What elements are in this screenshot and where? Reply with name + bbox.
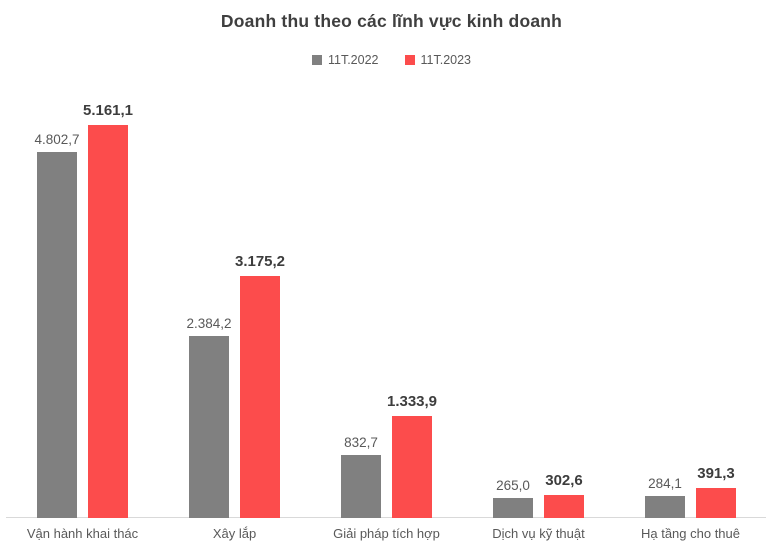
category-label-4: Dịch vụ kỹ thuật bbox=[492, 526, 585, 541]
chart-legend: 11T.2022 11T.2023 bbox=[0, 53, 783, 67]
bar-11T.2023-4 bbox=[544, 494, 584, 518]
category-label-2: Xây lắp bbox=[212, 526, 257, 541]
legend-item-2023: 11T.2023 bbox=[404, 53, 472, 67]
legend-label-2022: 11T.2022 bbox=[327, 53, 379, 67]
x-axis-line bbox=[6, 517, 766, 518]
value-label-11T.2023-2: 3.175,2 bbox=[234, 253, 286, 271]
bar-11T.2023-3 bbox=[392, 416, 432, 518]
bar-11T.2022-2 bbox=[189, 336, 229, 518]
value-label-11T.2022-1: 4.802,7 bbox=[34, 132, 80, 148]
bar-11T.2023-1 bbox=[88, 125, 128, 518]
bar-11T.2022-5 bbox=[645, 496, 685, 518]
legend-label-2023: 11T.2023 bbox=[420, 53, 472, 67]
value-label-11T.2022-2: 2.384,2 bbox=[186, 316, 232, 332]
category-label-1: Vận hành khai thác bbox=[26, 526, 139, 541]
category-label-3: Giải pháp tích hợp bbox=[333, 526, 440, 541]
value-label-11T.2023-4: 302,6 bbox=[545, 471, 583, 489]
bar-11T.2023-5 bbox=[696, 488, 736, 518]
category-label-5: Hạ tầng cho thuê bbox=[640, 526, 741, 541]
value-label-11T.2022-3: 832,7 bbox=[344, 434, 378, 450]
legend-item-2022: 11T.2022 bbox=[311, 53, 379, 67]
bar-11T.2022-4 bbox=[493, 497, 533, 518]
value-label-11T.2023-1: 5.161,1 bbox=[82, 102, 134, 119]
bar-11T.2022-1 bbox=[37, 152, 77, 518]
legend-swatch-2022 bbox=[311, 55, 322, 65]
bar-11T.2022-3 bbox=[341, 454, 381, 518]
value-label-11T.2023-3: 1.333,9 bbox=[386, 393, 438, 411]
bar-11T.2023-2 bbox=[240, 276, 280, 518]
legend-swatch-2023 bbox=[404, 55, 415, 65]
value-label-11T.2022-4: 265,0 bbox=[496, 477, 530, 493]
chart-title: Doanh thu theo các lĩnh vực kinh doanh bbox=[220, 11, 563, 31]
value-label-11T.2023-5: 391,3 bbox=[697, 465, 735, 483]
value-label-11T.2022-5: 284,1 bbox=[648, 476, 682, 492]
